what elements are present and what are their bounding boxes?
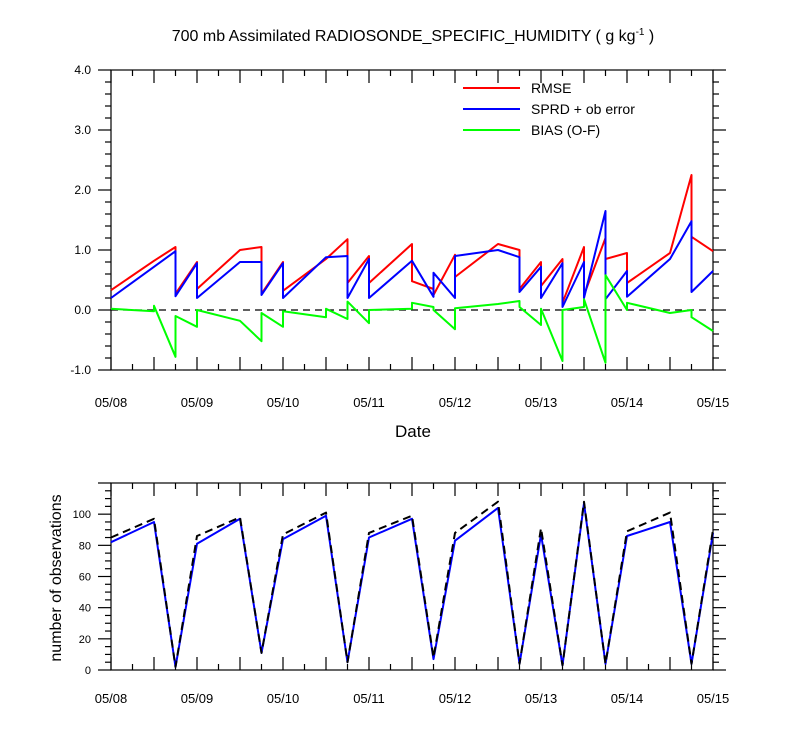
chart-title-suffix: ) xyxy=(644,28,654,45)
x-tick-label: 05/13 xyxy=(525,395,558,410)
y-tick-label: 100 xyxy=(73,509,91,521)
x-tick-label: 05/13 xyxy=(525,691,558,706)
x-tick-label: 05/08 xyxy=(95,691,128,706)
x-tick-label: 05/11 xyxy=(353,395,385,410)
x-tick-label: 05/15 xyxy=(697,395,730,410)
x-tick-label: 05/10 xyxy=(267,395,300,410)
series-line-rmse xyxy=(110,174,714,304)
y-tick-label: 2.0 xyxy=(74,183,91,197)
chart-title-text: 700 mb Assimilated RADIOSONDE_SPECIFIC_H… xyxy=(172,28,636,45)
y-tick-label: 3.0 xyxy=(74,123,91,137)
legend-label: RMSE xyxy=(531,80,571,96)
y-tick-label: 1.0 xyxy=(74,243,91,257)
y-tick-label: 80 xyxy=(79,540,91,552)
legend-label: SPRD + ob error xyxy=(531,101,635,117)
plot-frame xyxy=(110,482,714,671)
y-tick-label: 60 xyxy=(79,572,91,584)
x-tick-label: 05/09 xyxy=(181,691,214,706)
y-tick-label: 40 xyxy=(79,603,91,615)
chart-title: 700 mb Assimilated RADIOSONDE_SPECIFIC_H… xyxy=(172,27,655,45)
top-panel-statistics: -1.0 0.0 1.0 2.0 3.0 4.0 05/08 05/09 05/10 05/11 0… xyxy=(70,63,729,410)
y-tick-label: 20 xyxy=(79,634,91,646)
x-tick-label: 05/09 xyxy=(181,395,214,410)
series-line-assimilated xyxy=(110,502,714,668)
legend-label: BIAS (O-F) xyxy=(531,122,600,138)
x-tick-label: 05/14 xyxy=(611,395,644,410)
y-tick-label: 0 xyxy=(85,665,91,677)
bottom-panel-observation-counts: 0 20 40 60 80 100 05/08 05/09 05/10 05/11 05/12 05/… xyxy=(73,482,730,706)
x-tick-label: 05/10 xyxy=(267,691,300,706)
chart-title-superscript: -1 xyxy=(636,27,645,38)
top-x-axis-label: Date xyxy=(395,422,431,441)
bottom-y-axis-label: number of observations xyxy=(48,494,65,661)
x-tick-label: 05/12 xyxy=(439,395,472,410)
y-tick-label: -1.0 xyxy=(70,363,91,377)
x-tick-label: 05/14 xyxy=(611,691,644,706)
y-tick-label: 4.0 xyxy=(74,63,91,77)
x-tick-label: 05/15 xyxy=(697,691,730,706)
x-tick-label: 05/08 xyxy=(95,395,128,410)
y-tick-label: 0.0 xyxy=(74,303,91,317)
series-line-bias-o-f xyxy=(110,274,714,364)
series-line-possible xyxy=(110,500,714,668)
x-tick-label: 05/11 xyxy=(353,691,385,706)
x-tick-label: 05/12 xyxy=(439,691,472,706)
